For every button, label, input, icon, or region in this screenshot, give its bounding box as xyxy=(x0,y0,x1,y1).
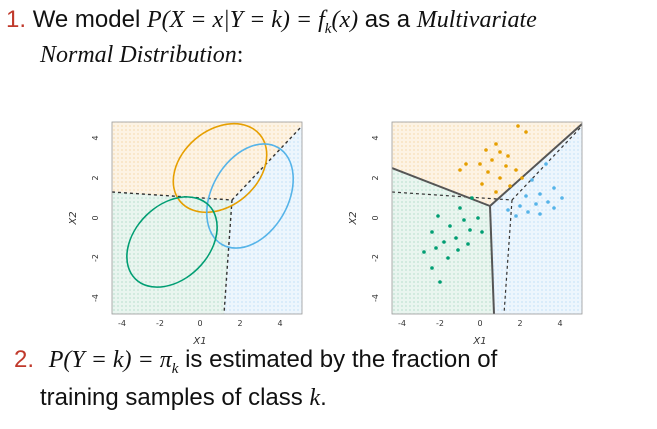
right-xtick: 4 xyxy=(557,319,562,328)
left-xtick: 0 xyxy=(197,319,202,328)
left-xtick: -2 xyxy=(156,319,164,328)
right-orange-points xyxy=(458,124,528,194)
left-blue-ellipse xyxy=(205,143,295,249)
right-xtick: -4 xyxy=(398,319,406,328)
left-ylabel: X2 xyxy=(68,211,79,225)
left-ytick: -4 xyxy=(91,294,100,302)
right-ytick: 2 xyxy=(371,175,380,180)
item-2-text: is estimated by the fraction of xyxy=(178,346,498,373)
left-y-axis: 4 2 0 -2 -4 X2 xyxy=(68,135,100,302)
item-1: 1. We model P(X = x|Y = k) = fk(x) as a … xyxy=(6,6,537,38)
right-x-axis: -4 -2 0 2 4 X1 xyxy=(398,319,563,347)
right-xtick: -2 xyxy=(436,319,444,328)
item-1-emph: Multivariate xyxy=(416,7,537,33)
item-2: 2. P(Y = k) = πk is estimated by the fra… xyxy=(14,346,497,378)
left-xlabel: X1 xyxy=(192,336,206,347)
left-xtick: 2 xyxy=(237,319,242,328)
right-plot-regions xyxy=(392,122,582,314)
left-ytick: 2 xyxy=(91,175,100,180)
left-plot: 4 2 0 -2 -4 X2 -4 -2 0 2 4 X1 xyxy=(68,121,303,347)
right-lda-gb xyxy=(489,205,495,314)
right-ytick: 4 xyxy=(371,135,380,140)
right-xtick: 0 xyxy=(477,319,482,328)
right-ytick: -2 xyxy=(371,254,380,262)
left-boundary-orange-blue xyxy=(231,125,302,201)
left-green-ellipse xyxy=(126,196,218,288)
left-x-axis: -4 -2 0 2 4 X1 xyxy=(118,319,283,347)
left-boundary-green-blue xyxy=(223,199,233,314)
right-xtick: 2 xyxy=(517,319,522,328)
right-ylabel: X2 xyxy=(348,211,359,225)
right-green-points xyxy=(422,196,484,284)
left-plot-regions xyxy=(112,122,302,314)
right-bayes-oa xyxy=(392,191,513,201)
left-ytick: 4 xyxy=(91,135,100,140)
right-lda-ob xyxy=(489,123,582,207)
right-ytick: 0 xyxy=(371,215,380,220)
left-xtick: 4 xyxy=(277,319,282,328)
right-xlabel: X1 xyxy=(472,336,486,347)
right-plot: 4 2 0 -2 -4 X2 -4 -2 0 2 4 X1 xyxy=(348,121,583,347)
left-boundary-orange-green xyxy=(112,191,233,201)
right-ytick: -4 xyxy=(371,294,380,302)
item-1-continuation: Normal Distribution: xyxy=(40,42,244,68)
item-1-math: P(X = x|Y = k) = fk(x) xyxy=(146,7,359,37)
left-orange-ellipse xyxy=(172,122,268,214)
left-ytick: -2 xyxy=(91,254,100,262)
item-1-number: 1. xyxy=(6,6,27,33)
left-ytick: 0 xyxy=(91,215,100,220)
item-1-text: We model xyxy=(32,6,147,33)
item-1-text-post: as a xyxy=(358,6,417,33)
left-xtick: -4 xyxy=(118,319,126,328)
right-y-axis: 4 2 0 -2 -4 X2 xyxy=(348,135,380,302)
right-lda-og xyxy=(392,167,491,207)
item-2-number: 2. xyxy=(14,346,35,373)
item-2-math: P(Y = k) = πk xyxy=(48,347,179,377)
right-blue-points xyxy=(506,162,564,218)
item-2-continuation: training samples of class k. xyxy=(40,384,327,411)
right-bayes-gb xyxy=(503,199,513,314)
